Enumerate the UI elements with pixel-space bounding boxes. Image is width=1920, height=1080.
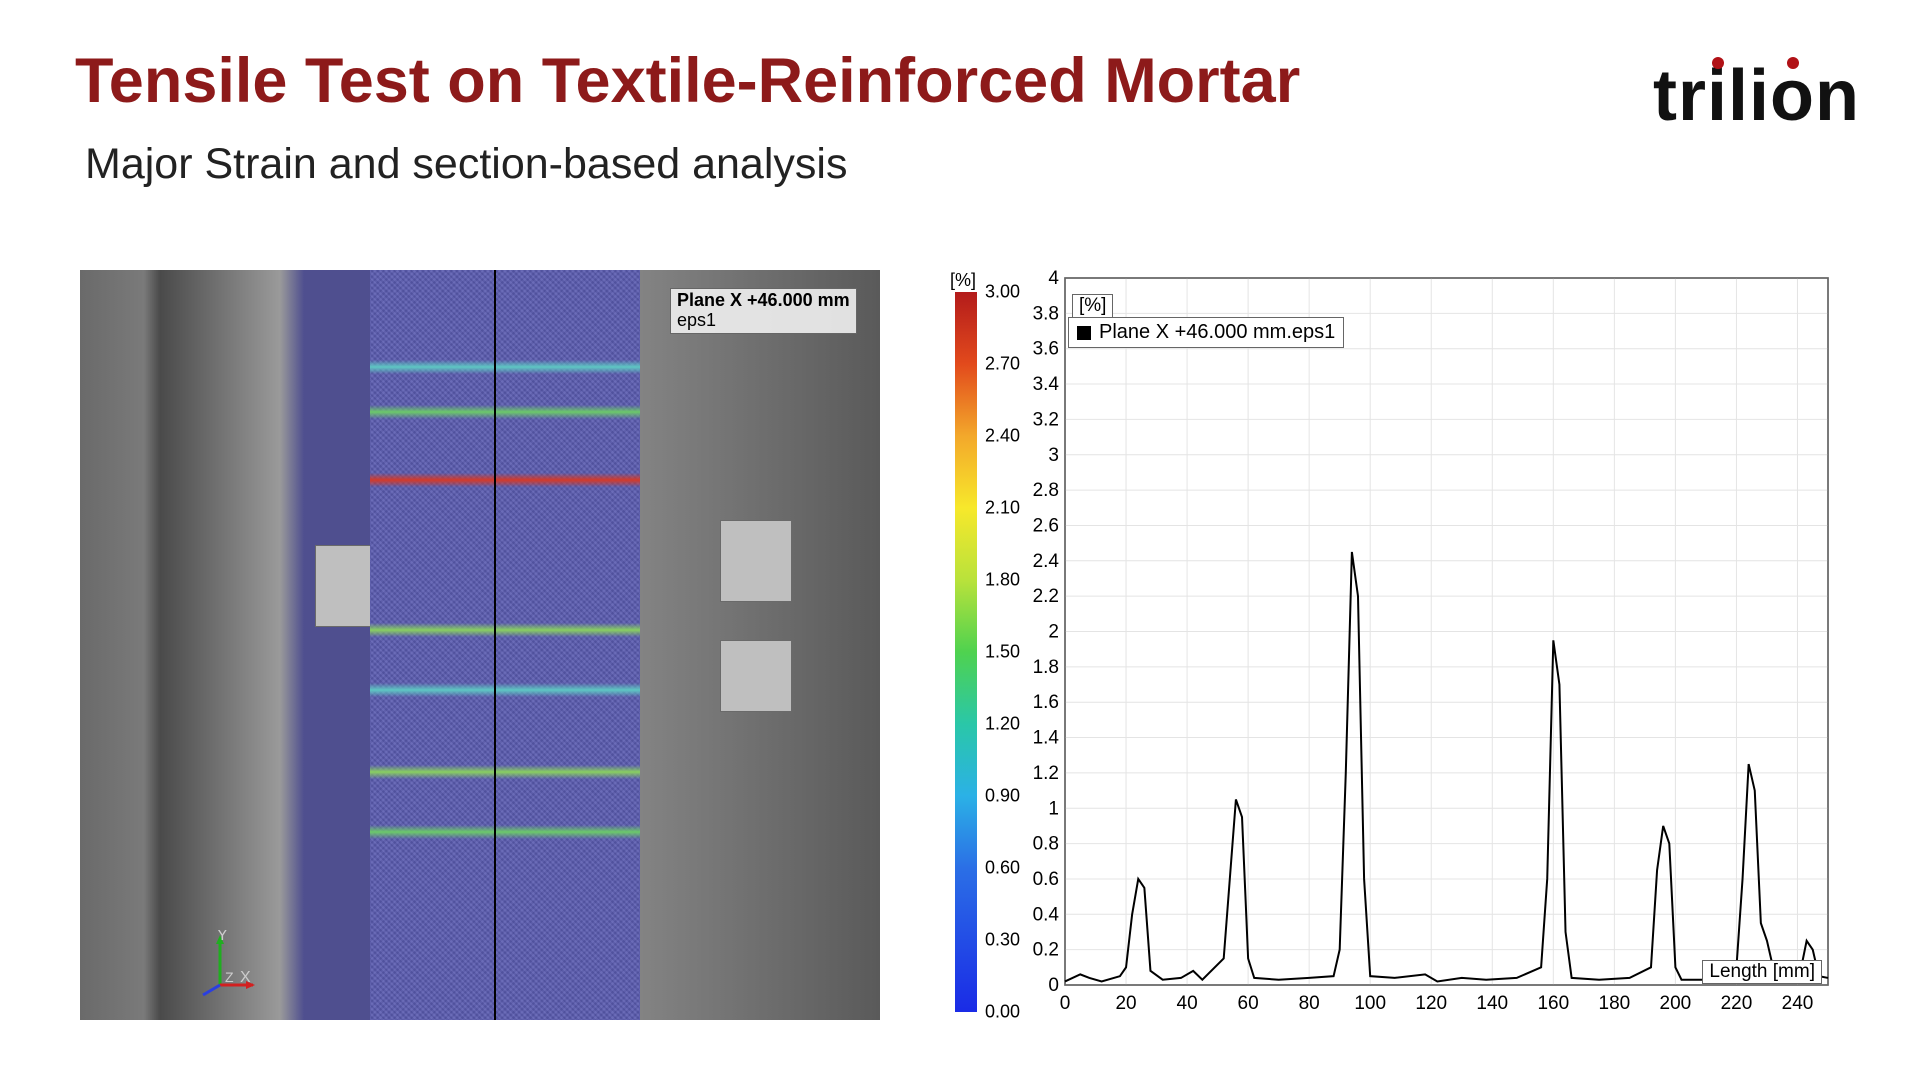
svg-text:0.8: 0.8 xyxy=(1033,834,1059,855)
svg-text:1.2: 1.2 xyxy=(1033,763,1059,784)
svg-text:2.2: 2.2 xyxy=(1033,586,1059,607)
svg-text:1.4: 1.4 xyxy=(1033,728,1060,749)
svg-text:X: X xyxy=(240,969,251,986)
legend-swatch xyxy=(1077,326,1091,340)
chart-legend: Plane X +46.000 mm.eps1 xyxy=(1068,317,1344,348)
legend-label: Plane X +46.000 mm.eps1 xyxy=(1099,321,1335,344)
svg-text:1.8: 1.8 xyxy=(1033,657,1059,678)
strain-map-image: Plane X +46.000 mm eps1 Y X Z xyxy=(80,270,880,1020)
svg-text:60: 60 xyxy=(1238,993,1259,1014)
chart-svg: 0 0.2 0.4 0.6 0.8 1 1.2 1.4 1.6 1.8 2 2.2 2.4 2.6 2.8 3… xyxy=(1010,270,1840,1020)
svg-text:0: 0 xyxy=(1048,975,1059,996)
svg-text:1.6: 1.6 xyxy=(1033,692,1059,713)
page-subtitle: Major Strain and section-based analysis xyxy=(85,140,847,189)
svg-text:180: 180 xyxy=(1599,993,1631,1014)
logo: trilion xyxy=(1653,55,1860,137)
colorbar: [%] 3.002.702.402.101.801.501.200.900.60… xyxy=(895,270,995,1018)
overlay-label-line1: Plane X +46.000 mm xyxy=(677,291,850,311)
svg-text:0.2: 0.2 xyxy=(1033,940,1059,961)
svg-text:1: 1 xyxy=(1048,798,1059,819)
svg-text:0.4: 0.4 xyxy=(1033,904,1060,925)
strain-profile-chart: 0 0.2 0.4 0.6 0.8 1 1.2 1.4 1.6 1.8 2 2.2 2.4 2.6 2.8 3… xyxy=(1010,270,1840,1020)
svg-text:0.6: 0.6 xyxy=(1033,869,1059,890)
axis-gizmo: Y X Z xyxy=(185,930,255,1000)
svg-text:120: 120 xyxy=(1415,993,1447,1014)
svg-text:220: 220 xyxy=(1721,993,1753,1014)
svg-text:2.8: 2.8 xyxy=(1033,480,1059,501)
specimen-overlay xyxy=(370,270,640,1020)
colorbar-unit: [%] xyxy=(950,270,976,291)
page-title: Tensile Test on Textile-Reinforced Morta… xyxy=(75,45,1300,117)
svg-text:Z: Z xyxy=(225,969,234,985)
svg-text:140: 140 xyxy=(1476,993,1508,1014)
svg-text:Y: Y xyxy=(217,930,228,944)
svg-text:3.4: 3.4 xyxy=(1033,374,1060,395)
svg-text:2: 2 xyxy=(1048,622,1059,643)
svg-text:20: 20 xyxy=(1115,993,1136,1014)
fixture-right-2 xyxy=(720,640,792,712)
svg-text:100: 100 xyxy=(1354,993,1386,1014)
svg-text:80: 80 xyxy=(1299,993,1320,1014)
svg-text:160: 160 xyxy=(1537,993,1569,1014)
chart-x-label: Length [mm] xyxy=(1702,960,1822,984)
svg-text:0: 0 xyxy=(1060,993,1071,1014)
slide: Tensile Test on Textile-Reinforced Morta… xyxy=(0,0,1920,1080)
svg-text:2.4: 2.4 xyxy=(1033,551,1060,572)
svg-text:40: 40 xyxy=(1177,993,1198,1014)
svg-text:240: 240 xyxy=(1782,993,1814,1014)
svg-text:200: 200 xyxy=(1660,993,1692,1014)
chart-y-unit: [%] xyxy=(1072,294,1113,318)
fixture-right xyxy=(720,520,792,602)
overlay-label-line2: eps1 xyxy=(677,311,850,331)
svg-text:3.6: 3.6 xyxy=(1033,339,1059,360)
svg-text:3: 3 xyxy=(1048,445,1059,466)
svg-text:2.6: 2.6 xyxy=(1033,515,1059,536)
colorbar-gradient xyxy=(955,292,977,1012)
svg-text:3.8: 3.8 xyxy=(1033,303,1059,324)
svg-text:3.2: 3.2 xyxy=(1033,409,1059,430)
overlay-label: Plane X +46.000 mm eps1 xyxy=(670,288,857,334)
strain-map-panel: Plane X +46.000 mm eps1 Y X Z [%] 3.0 xyxy=(80,270,960,1020)
svg-text:4: 4 xyxy=(1048,270,1059,289)
